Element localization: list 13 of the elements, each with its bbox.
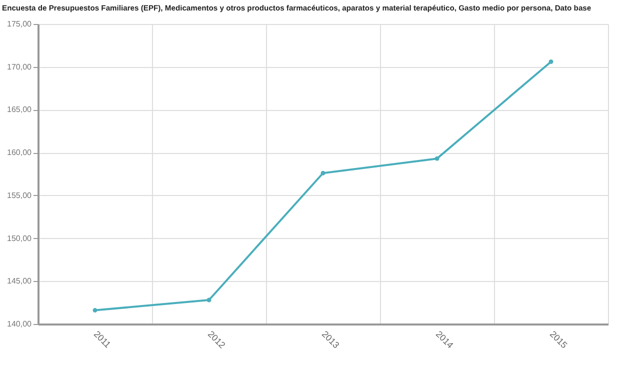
y-tick-label: 145,00 [7,276,32,286]
point [548,59,554,64]
y-tick-label: 150,00 [7,234,32,243]
point [320,170,326,176]
y-tick-label: 160,00 [7,148,32,158]
y-tick-label: 140,00 [7,320,32,328]
y-tick-label: 170,00 [7,62,32,72]
y-tick-label: 155,00 [7,190,32,200]
y-tick-label: 175,00 [7,20,32,28]
point [92,308,98,313]
y-tick-label: 165,00 [7,105,32,114]
point [206,298,212,302]
point [434,156,440,161]
